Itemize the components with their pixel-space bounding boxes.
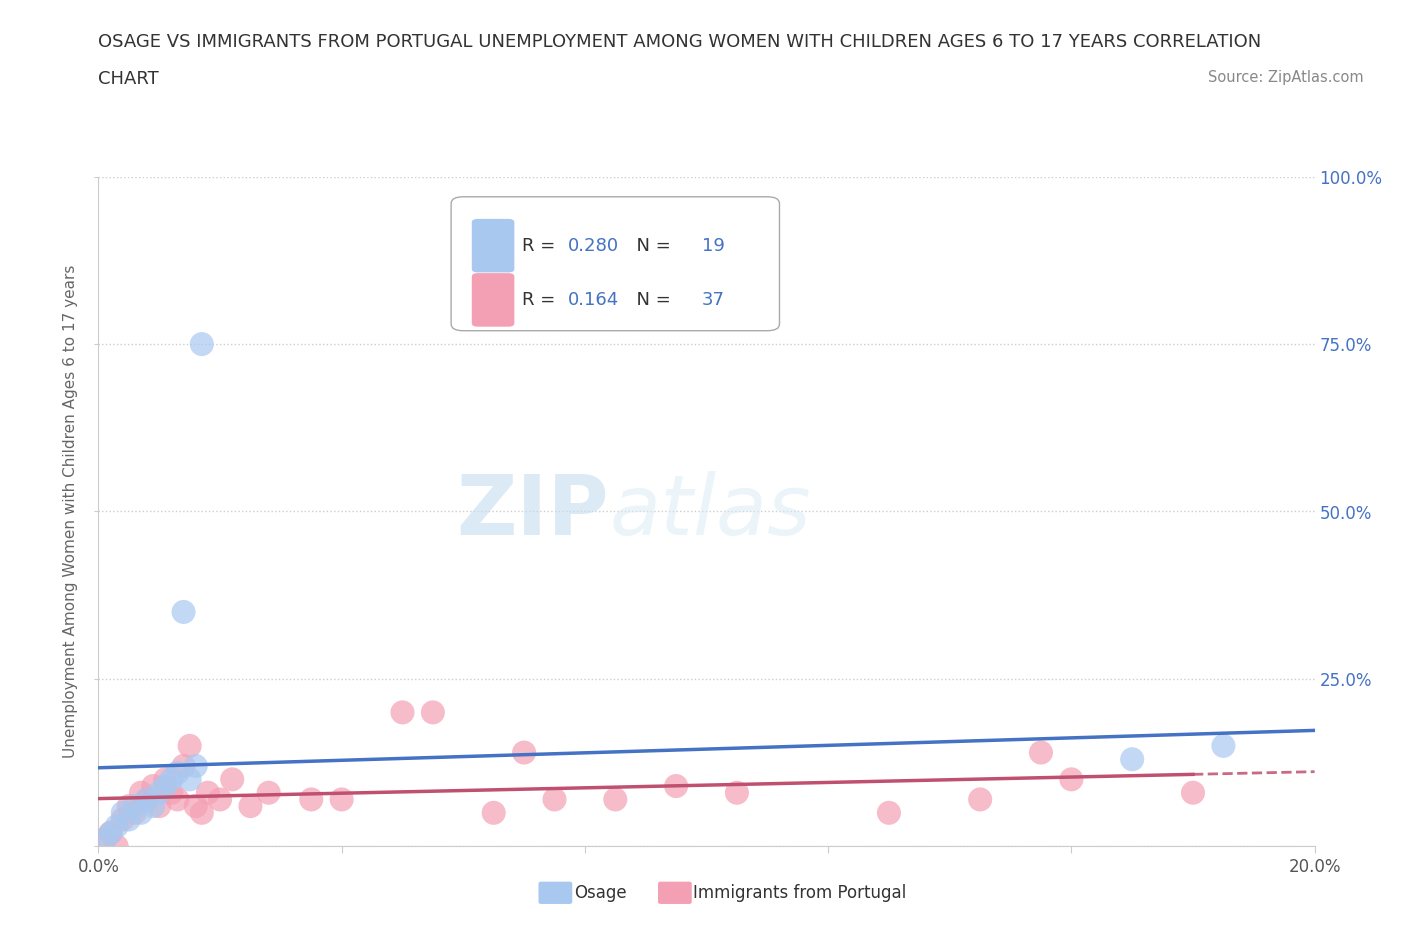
Point: [136, 792, 159, 807]
Point: [605, 792, 627, 807]
Point: [725, 785, 748, 800]
Point: [184, 799, 207, 814]
Point: [877, 805, 900, 820]
Point: [111, 805, 134, 820]
Point: [155, 778, 177, 793]
Point: [118, 812, 141, 827]
Text: N =: N =: [626, 236, 676, 255]
Point: [173, 759, 195, 774]
Point: [191, 805, 214, 820]
Point: [391, 705, 413, 720]
Point: [124, 799, 146, 814]
Point: [173, 604, 195, 619]
Text: OSAGE VS IMMIGRANTS FROM PORTUGAL UNEMPLOYMENT AMONG WOMEN WITH CHILDREN AGES 6 : OSAGE VS IMMIGRANTS FROM PORTUGAL UNEMPL…: [98, 33, 1261, 50]
Point: [197, 785, 219, 800]
Text: 37: 37: [702, 291, 724, 309]
Point: [111, 812, 134, 827]
Point: [1212, 738, 1234, 753]
Point: [124, 805, 146, 820]
Point: [142, 799, 165, 814]
Point: [543, 792, 565, 807]
Point: [179, 772, 201, 787]
FancyBboxPatch shape: [451, 197, 779, 331]
Point: [105, 818, 128, 833]
Point: [299, 792, 322, 807]
Point: [482, 805, 505, 820]
Point: [330, 792, 353, 807]
Text: 0.164: 0.164: [568, 291, 619, 309]
Text: R =: R =: [522, 291, 567, 309]
Text: 0.280: 0.280: [568, 236, 619, 255]
Point: [209, 792, 232, 807]
Text: atlas: atlas: [609, 471, 811, 552]
Point: [93, 832, 115, 847]
Point: [100, 826, 122, 841]
Point: [142, 778, 165, 793]
Point: [166, 792, 188, 807]
FancyBboxPatch shape: [472, 219, 515, 272]
Y-axis label: Unemployment Among Women with Children Ages 6 to 17 years: Unemployment Among Women with Children A…: [63, 265, 79, 758]
Point: [129, 805, 152, 820]
Point: [105, 839, 128, 854]
Point: [191, 337, 214, 352]
Point: [93, 832, 115, 847]
Point: [148, 799, 170, 814]
Text: ZIP: ZIP: [457, 471, 609, 552]
Point: [160, 785, 183, 800]
Text: N =: N =: [626, 291, 676, 309]
Point: [1060, 772, 1083, 787]
Text: 19: 19: [702, 236, 724, 255]
Point: [118, 799, 141, 814]
Point: [129, 785, 152, 800]
Point: [1121, 751, 1143, 766]
Point: [155, 772, 177, 787]
Point: [136, 792, 159, 807]
Text: Source: ZipAtlas.com: Source: ZipAtlas.com: [1208, 70, 1364, 85]
Text: Osage: Osage: [574, 884, 626, 902]
Point: [148, 785, 170, 800]
Point: [221, 772, 243, 787]
Text: CHART: CHART: [98, 70, 159, 87]
Text: Immigrants from Portugal: Immigrants from Portugal: [693, 884, 907, 902]
Point: [239, 799, 262, 814]
FancyBboxPatch shape: [472, 273, 515, 326]
Point: [1182, 785, 1205, 800]
Text: R =: R =: [522, 236, 561, 255]
Point: [422, 705, 444, 720]
Point: [184, 759, 207, 774]
Point: [513, 745, 536, 760]
Point: [969, 792, 991, 807]
Point: [1029, 745, 1052, 760]
Point: [166, 765, 188, 780]
Point: [179, 738, 201, 753]
Point: [665, 778, 688, 793]
Point: [257, 785, 280, 800]
Point: [100, 826, 122, 841]
Point: [160, 772, 183, 787]
